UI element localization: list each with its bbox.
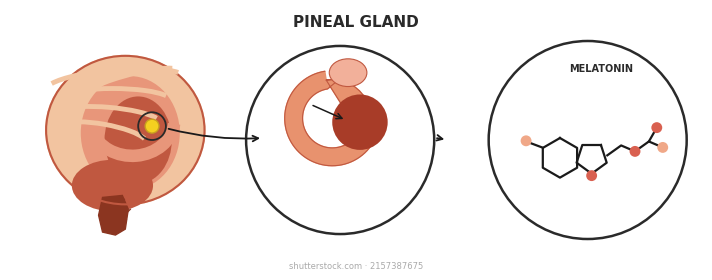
Ellipse shape [80, 76, 179, 190]
Polygon shape [98, 195, 128, 235]
Circle shape [333, 94, 387, 150]
Circle shape [488, 41, 686, 239]
Circle shape [651, 122, 662, 133]
Polygon shape [285, 71, 375, 166]
Ellipse shape [329, 59, 367, 87]
Circle shape [657, 142, 668, 153]
Circle shape [246, 46, 434, 234]
Text: MELATONIN: MELATONIN [570, 64, 634, 74]
Circle shape [145, 119, 159, 133]
Circle shape [520, 135, 532, 146]
Circle shape [629, 146, 641, 157]
Ellipse shape [105, 96, 172, 184]
Circle shape [586, 170, 597, 181]
Ellipse shape [46, 56, 204, 204]
Ellipse shape [72, 160, 153, 211]
Text: PINEAL GLAND: PINEAL GLAND [293, 15, 419, 30]
Text: shutterstock.com · 2157387675: shutterstock.com · 2157387675 [289, 262, 423, 271]
